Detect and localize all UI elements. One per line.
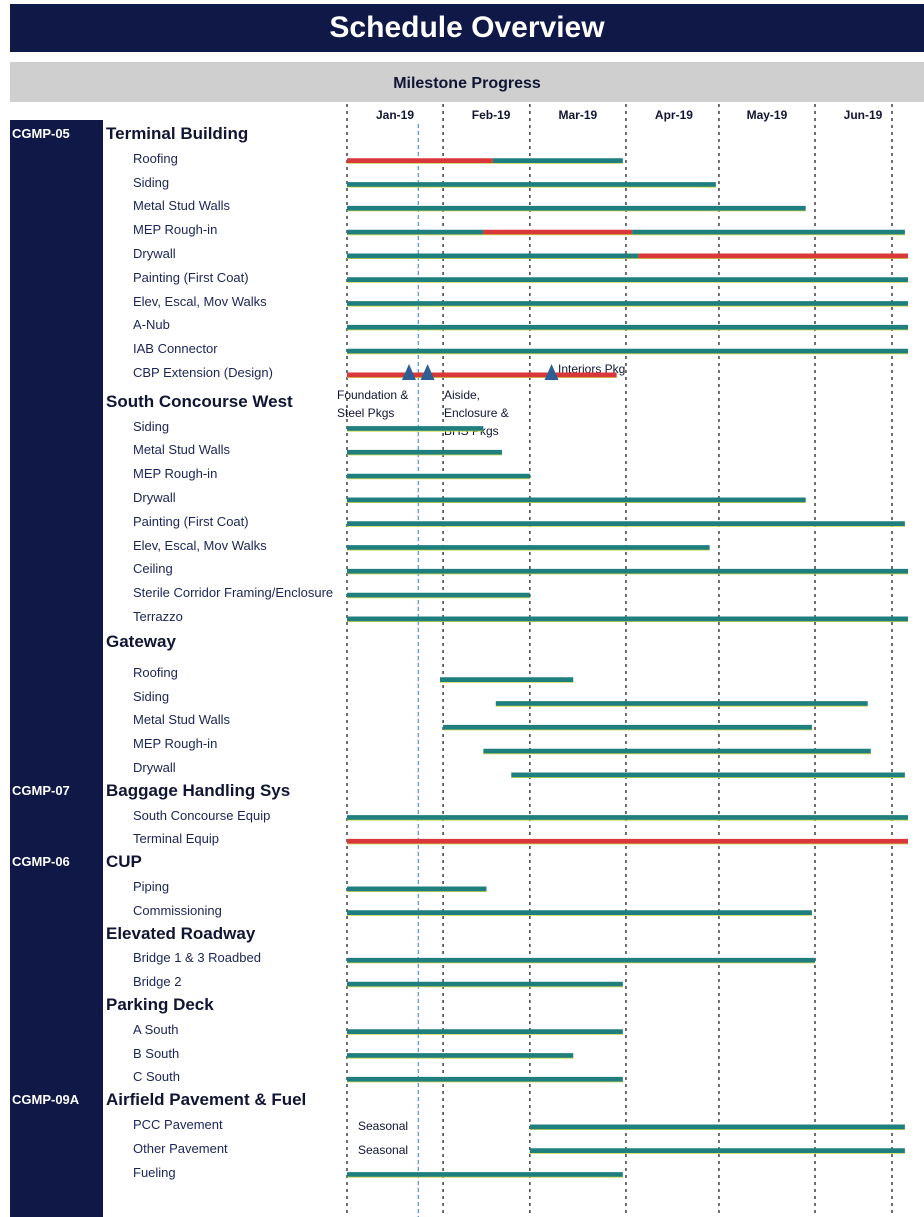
milestone-marker (401, 364, 416, 380)
task-label: Painting (First Coat) (133, 269, 249, 285)
task-label: Other Pavement (133, 1140, 228, 1156)
section-label: CUP (106, 852, 142, 872)
task-label: B South (133, 1045, 180, 1061)
package-code-sidebar (10, 120, 103, 1217)
task-label: Metal Stud Walls (133, 198, 231, 214)
task-label: MEP Rough-in (133, 466, 218, 482)
month-tick-label: Mar-19 (558, 108, 598, 122)
task-label: Elev, Escal, Mov Walks (133, 537, 267, 553)
task-label: MEP Rough-in (133, 736, 218, 752)
section-label: Airfield Pavement & Fuel (106, 1090, 307, 1110)
chart-subtitle: Milestone Progress (10, 62, 924, 102)
task-label: Fueling (133, 1164, 176, 1180)
task-label: IAB Connector (133, 341, 218, 357)
task-label: Metal Stud Walls (133, 442, 231, 458)
package-code-label: CGMP-07 (12, 782, 70, 798)
page-title: Schedule Overview (10, 4, 924, 52)
task-label: C South (133, 1069, 180, 1085)
task-label: Bridge 1 & 3 Roadbed (133, 950, 261, 966)
milestone-label: Foundation & Steel Pkgs (337, 388, 409, 420)
month-tick-label: Jan-19 (375, 108, 415, 122)
task-label: Sterile Corridor Framing/Enclosure (133, 585, 334, 601)
month-tick-label: Jun-19 (843, 108, 883, 122)
month-tick-label: May-19 (746, 108, 788, 122)
milestone-marker (544, 364, 559, 380)
milestone-marker (420, 364, 435, 380)
task-label: Terminal Equip (133, 831, 219, 847)
task-label: Drywall (133, 760, 176, 775)
task-label: A-Nub (133, 317, 170, 333)
task-label: Drywall (133, 246, 176, 261)
package-code-label: CGMP-09A (12, 1092, 80, 1108)
section-label: Elevated Roadway (106, 923, 256, 943)
month-tick-label: Feb-19 (471, 108, 511, 122)
package-code-label: CGMP-05 (12, 126, 70, 141)
section-label: Terminal Building (106, 124, 249, 143)
task-label: Elev, Escal, Mov Walks (133, 293, 267, 309)
section-label: South Concourse West (106, 391, 293, 411)
task-label: Roofing (133, 664, 178, 680)
task-label: Roofing (133, 150, 178, 166)
task-label: Drywall (133, 490, 176, 505)
task-label: Metal Stud Walls (133, 712, 231, 728)
month-tick-label: Apr-19 (654, 108, 693, 122)
section-label: Gateway (106, 631, 176, 651)
package-code-label: CGMP-06 (12, 854, 70, 870)
task-label: MEP Rough-in (133, 222, 218, 238)
task-label: Siding (133, 174, 170, 190)
task-label: Commissioning (133, 902, 222, 918)
task-label: Siding (133, 418, 170, 434)
section-label: Parking Deck (106, 995, 214, 1014)
task-label: A South (133, 1021, 179, 1037)
seasonal-note: Seasonal (358, 1119, 409, 1133)
section-label: Baggage Handling Sys (106, 780, 291, 800)
task-label: Painting (First Coat) (133, 513, 249, 529)
task-label: South Concourse Equip (133, 807, 271, 823)
task-label: PCC Pavement (133, 1117, 223, 1132)
task-label: Siding (133, 688, 170, 704)
task-label: Ceiling (133, 561, 173, 577)
task-label: CBP Extension (Design) (133, 365, 273, 380)
task-label: Terrazzo (133, 609, 183, 624)
seasonal-note: Seasonal (358, 1142, 409, 1157)
task-label: Bridge 2 (133, 974, 182, 990)
task-label: Piping (133, 879, 170, 894)
